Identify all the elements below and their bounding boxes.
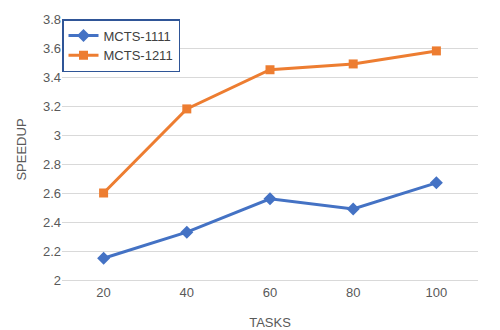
svg-text:2.4: 2.4: [43, 215, 61, 230]
svg-text:2: 2: [54, 273, 61, 288]
svg-text:3.2: 3.2: [43, 99, 61, 114]
svg-text:60: 60: [263, 285, 277, 300]
svg-text:20: 20: [96, 285, 110, 300]
svg-text:2.8: 2.8: [43, 157, 61, 172]
svg-text:MCTS-1111: MCTS-1111: [104, 29, 171, 44]
svg-text:2.6: 2.6: [43, 186, 61, 201]
svg-text:3.4: 3.4: [43, 70, 61, 85]
svg-text:3.6: 3.6: [43, 41, 61, 56]
svg-text:40: 40: [180, 285, 194, 300]
svg-text:SPEEDUP: SPEEDUP: [14, 118, 29, 180]
svg-text:80: 80: [346, 285, 360, 300]
svg-text:MCTS-1211: MCTS-1211: [104, 48, 173, 63]
svg-text:TASKS: TASKS: [249, 315, 291, 330]
svg-text:3: 3: [54, 128, 61, 143]
svg-text:3.8: 3.8: [43, 12, 61, 27]
svg-text:100: 100: [426, 285, 448, 300]
svg-text:2.2: 2.2: [43, 244, 61, 259]
